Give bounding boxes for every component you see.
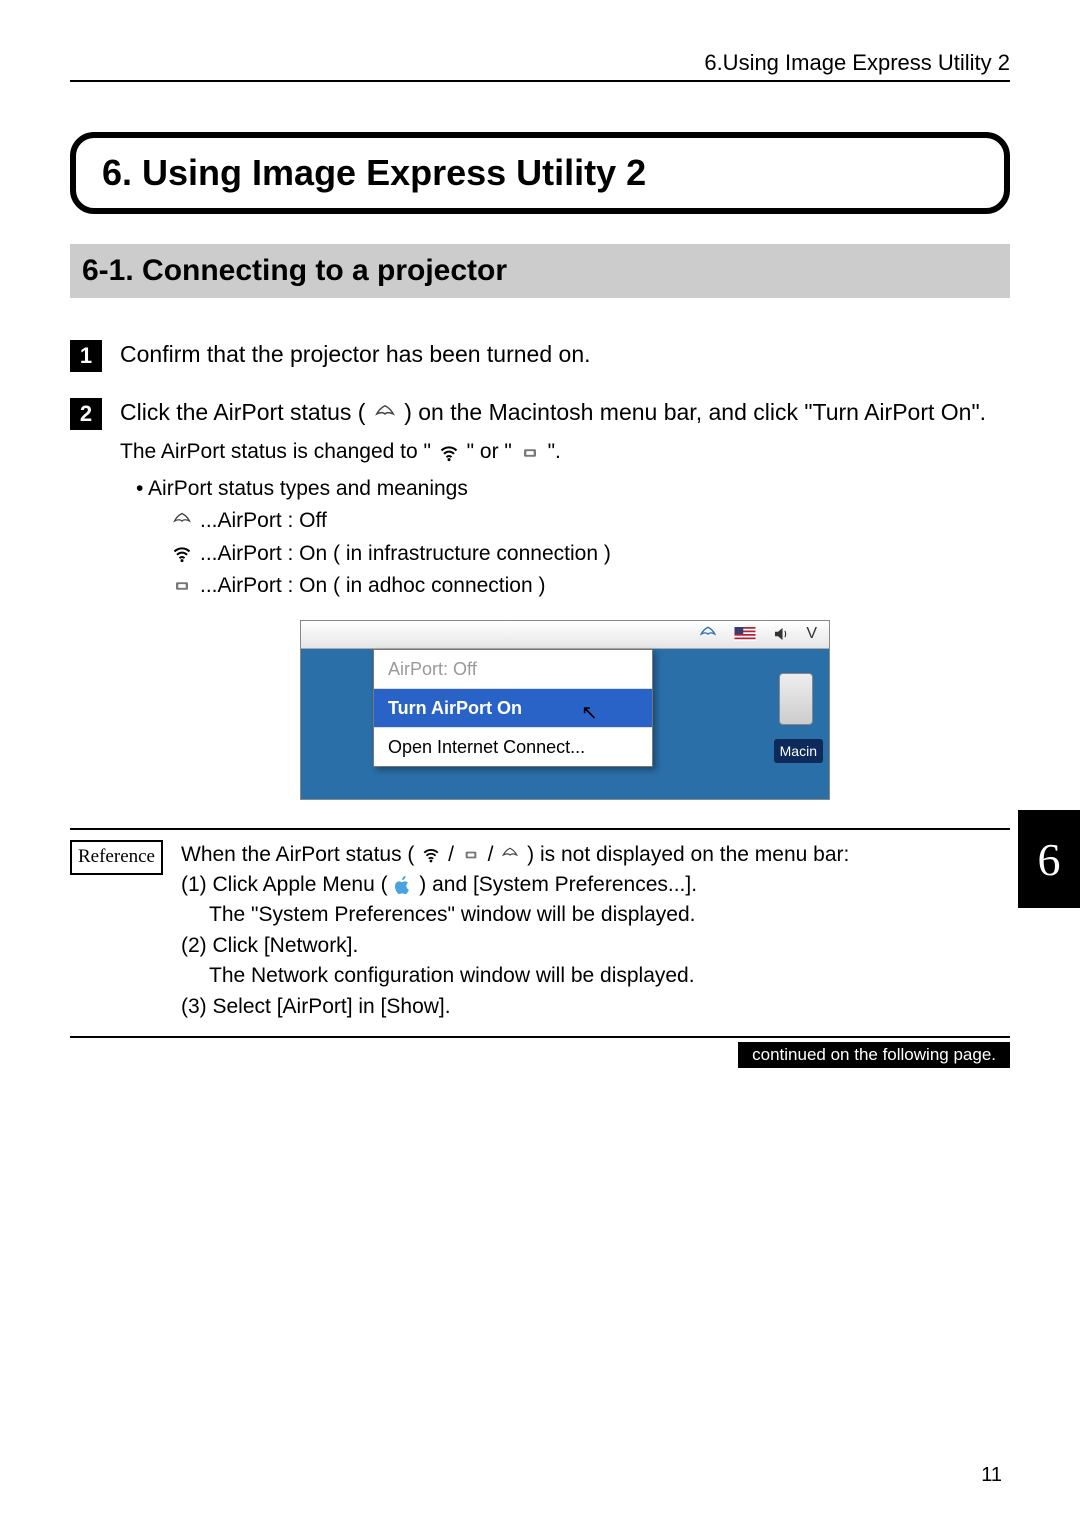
ref-r1-b: ) and [System Preferences...].	[419, 873, 697, 896]
menu-item-airport-off: AirPort: Off	[374, 650, 652, 689]
reference-step-2-sub: The Network configuration window will be…	[181, 961, 1010, 991]
status-off-row: ...AirPort : Off	[130, 506, 1010, 536]
continued-bar: continued on the following page.	[70, 1042, 1010, 1068]
continued-text: continued on the following page.	[738, 1042, 1010, 1068]
step-2-sub: The AirPort status is changed to " " or …	[120, 437, 1010, 467]
chapter-title-box: 6. Using Image Express Utility 2	[70, 132, 1010, 214]
adhoc-icon	[518, 444, 542, 462]
step-2-sub-a: The AirPort status is changed to "	[120, 440, 437, 463]
wifi-on-icon	[437, 443, 461, 463]
ref-l1-s2: /	[488, 843, 500, 866]
chapter-side-tab: 6	[1018, 810, 1080, 908]
running-header: 6.Using Image Express Utility 2	[70, 50, 1010, 82]
ref-l1-s1: /	[448, 843, 460, 866]
reference-step-1: (1) Click Apple Menu ( ) and [System Pre…	[181, 870, 1010, 900]
desktop-drive-label: Macin	[774, 739, 823, 763]
ref-l1-b: ) is not displayed on the menu bar:	[527, 843, 849, 866]
adhoc-icon	[460, 847, 482, 863]
status-adhoc-text: ...AirPort : On ( in adhoc connection )	[200, 571, 546, 601]
airport-off-icon	[499, 846, 521, 864]
airport-off-icon	[170, 511, 194, 531]
step-2-text-a: Click the AirPort status (	[120, 399, 372, 425]
adhoc-icon	[170, 577, 194, 595]
cursor-icon: ↖	[581, 699, 598, 728]
page-number: 11	[981, 1464, 1002, 1487]
ref-l1-a: When the AirPort status (	[181, 843, 420, 866]
divider	[70, 1036, 1010, 1038]
hd-drive-icon	[779, 673, 813, 725]
reference-step-1-sub: The "System Preferences" window will be …	[181, 900, 1010, 930]
wifi-on-icon	[170, 544, 194, 564]
reference-block: Reference When the AirPort status ( / / …	[70, 840, 1010, 1023]
airport-dropdown: AirPort: Off Turn AirPort On Open Intern…	[373, 649, 653, 767]
mac-screenshot: V AirPort: Off Turn AirPort On Open Inte…	[300, 620, 830, 800]
mac-menubar: V	[301, 621, 829, 649]
menubar-letter: V	[806, 622, 817, 645]
volume-icon	[772, 625, 790, 643]
menu-item-turn-on[interactable]: Turn AirPort On	[374, 689, 652, 728]
reference-line-1: When the AirPort status ( / / ) is not d…	[181, 840, 1010, 870]
flag-icon	[734, 627, 756, 641]
step-1: 1 Confirm that the projector has been tu…	[70, 338, 1010, 372]
menu-item-open-ic[interactable]: Open Internet Connect...	[374, 728, 652, 766]
reference-step-3: (3) Select [AirPort] in [Show].	[181, 992, 1010, 1022]
step-2-sub-mid: " or "	[467, 440, 518, 463]
status-infra-text: ...AirPort : On ( in infrastructure conn…	[200, 539, 611, 569]
status-infra-row: ...AirPort : On ( in infrastructure conn…	[130, 539, 1010, 569]
divider	[70, 828, 1010, 830]
airport-off-icon	[372, 403, 398, 425]
status-off-text: ...AirPort : Off	[200, 506, 327, 536]
reference-step-2: (2) Click [Network].	[181, 931, 1010, 961]
apple-icon	[393, 875, 413, 895]
section-heading: 6-1. Connecting to a projector	[70, 244, 1010, 298]
step-2: 2 Click the AirPort status ( ) on the Ma…	[70, 396, 1010, 800]
status-adhoc-row: ...AirPort : On ( in adhoc connection )	[130, 571, 1010, 601]
step-2-line1: Click the AirPort status ( ) on the Maci…	[120, 396, 1010, 429]
reference-label: Reference	[70, 840, 163, 876]
step-2-text-b: ) on the Macintosh menu bar, and click "…	[404, 399, 986, 425]
step-2-number: 2	[70, 398, 102, 430]
step-1-number: 1	[70, 340, 102, 372]
airport-menu-icon	[698, 625, 718, 643]
wifi-on-icon	[420, 846, 442, 864]
step-1-text: Confirm that the projector has been turn…	[120, 338, 1010, 371]
ref-r1-a: (1) Click Apple Menu (	[181, 873, 393, 896]
status-bullet: • AirPort status types and meanings	[130, 474, 1010, 504]
step-2-sub-b: ".	[548, 440, 561, 463]
chapter-title: 6. Using Image Express Utility 2	[102, 152, 978, 194]
